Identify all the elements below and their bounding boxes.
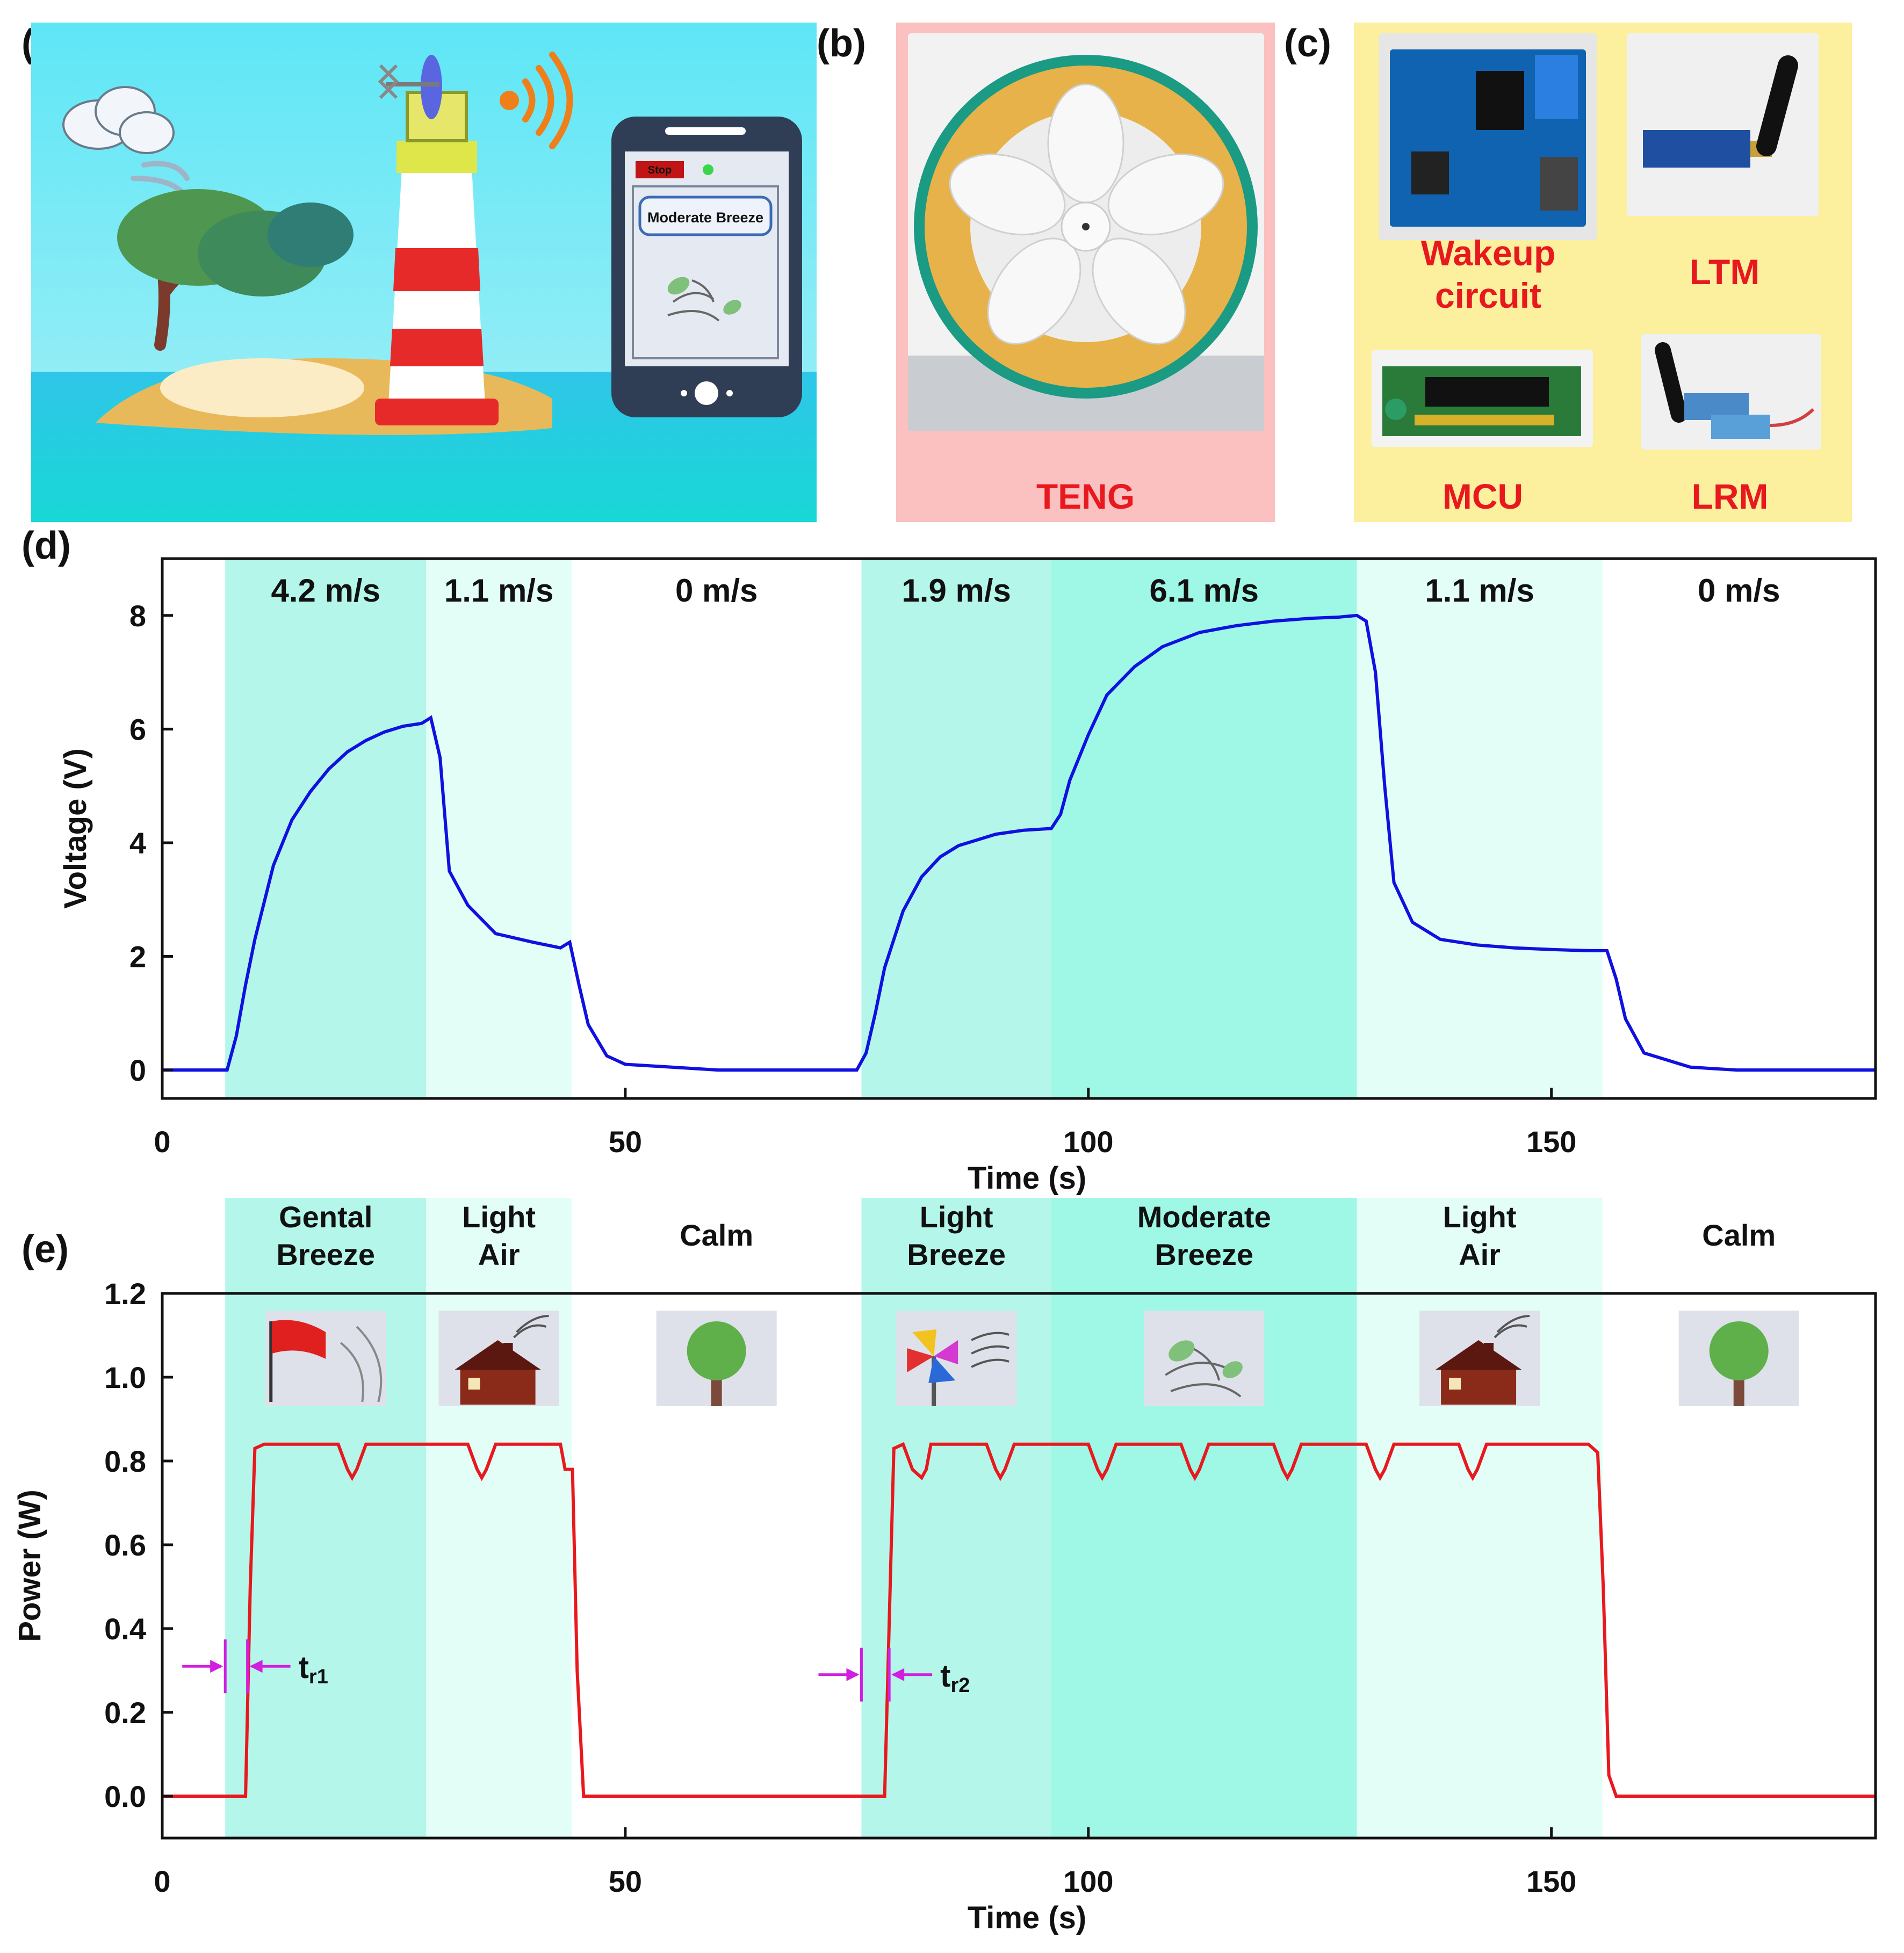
y-tick-label-3: 0.6 xyxy=(104,1528,146,1562)
power-plot-frame xyxy=(161,1292,1877,1840)
region-label-5-line-0: Light xyxy=(1443,1200,1517,1234)
region-shade-4 xyxy=(1051,559,1357,1098)
y-tick-label-1: 2 xyxy=(129,940,146,974)
pinwheel-icon-3 xyxy=(896,1311,1017,1406)
power-chart: Gental Breeze Light Air Calm Light Breeze Moder… xyxy=(12,1198,1877,1935)
y-tick-label-1: 0.2 xyxy=(104,1696,146,1730)
x-tick-label-3: 150 xyxy=(1526,1125,1576,1159)
y-tick-label-0: 0.0 xyxy=(104,1780,146,1813)
region-label-3-line-1: Breeze xyxy=(907,1238,1006,1271)
lrm-photo xyxy=(1641,334,1821,450)
region-label-5-line-1: Air xyxy=(1459,1238,1501,1271)
region-label-4-line-1: Breeze xyxy=(1155,1238,1253,1271)
y-tick-label-5: 1.0 xyxy=(104,1361,146,1394)
region-shade-1 xyxy=(426,1198,572,1838)
panel-label-e: (e) xyxy=(21,1228,69,1271)
teng-panel: TENG xyxy=(896,23,1275,522)
region-shade-1 xyxy=(426,559,572,1098)
voltage-x-axis-title: Time (s) xyxy=(968,1161,1086,1196)
lighthouse-icon xyxy=(375,55,499,425)
wakeup-circuit-board-image xyxy=(1390,49,1586,227)
region-label-3-line-0: Light xyxy=(920,1200,993,1234)
region-label-2: 0 m/s xyxy=(675,573,758,609)
teng-caption: TENG xyxy=(1036,476,1135,516)
x-tick-label-2: 100 xyxy=(1063,1864,1113,1898)
region-shade-5 xyxy=(1357,559,1603,1098)
phone-stop-text: Stop xyxy=(648,164,672,176)
region-label-0-line-1: Breeze xyxy=(276,1238,375,1271)
region-label-0: 4.2 m/s xyxy=(271,573,380,609)
wireless-signal-icon xyxy=(500,52,573,149)
region-label-0-line-0: Gental xyxy=(279,1200,372,1234)
mcu-photo xyxy=(1372,350,1593,447)
power-x-axis-title: Time (s) xyxy=(968,1900,1086,1935)
region-label-4: 6.1 m/s xyxy=(1150,573,1259,609)
lighthouse-scene-illustration: Stop Moderate Breeze xyxy=(31,23,817,522)
teng-device-image xyxy=(908,55,1264,431)
panel-label-c: (c) xyxy=(1284,22,1331,65)
power-y-axis-title: Power (W) xyxy=(12,1489,47,1642)
region-label-1-line-0: Light xyxy=(462,1200,536,1234)
y-tick-label-3: 6 xyxy=(129,712,146,746)
module-label-ltm: LTM xyxy=(1689,252,1760,292)
tree-icon-6 xyxy=(1678,1311,1799,1406)
region-shade-0 xyxy=(225,559,427,1098)
leaves-icon-4 xyxy=(1144,1311,1265,1406)
power-series-line xyxy=(162,1442,1876,1798)
region-label-4-line-0: Moderate xyxy=(1137,1200,1271,1234)
tree-icon-2 xyxy=(656,1311,777,1406)
region-label-6: 0 m/s xyxy=(1698,573,1780,609)
house-icon-5 xyxy=(1419,1311,1540,1406)
teng-photo xyxy=(908,33,1264,431)
region-label-2: Calm xyxy=(680,1218,753,1252)
region-label-6: Calm xyxy=(1702,1218,1776,1252)
region-label-3: 1.9 m/s xyxy=(901,573,1011,609)
region-shade-3 xyxy=(861,559,1051,1098)
voltage-y-axis-title: Voltage (V) xyxy=(58,748,93,909)
y-tick-label-4: 8 xyxy=(129,599,146,633)
flag-icon-0 xyxy=(265,1311,386,1406)
region-label-1-line-1: Air xyxy=(478,1238,520,1271)
ltm-photo xyxy=(1627,33,1819,216)
region-label-1: 1.1 m/s xyxy=(444,573,553,609)
voltage-plot-frame xyxy=(161,557,1877,1100)
modules-panel: Wakeup circuit LTM MCU LRM xyxy=(1354,23,1852,522)
lrm-module-image xyxy=(1655,342,1815,439)
region-shade-5 xyxy=(1357,1198,1603,1838)
ltm-module-image xyxy=(1643,55,1798,168)
voltage-series-line xyxy=(162,613,1876,1072)
phone-status-text: Moderate Breeze xyxy=(647,209,763,226)
x-tick-label-3: 150 xyxy=(1526,1864,1576,1898)
panel-label-b: (b) xyxy=(817,22,866,65)
y-tick-label-6: 1.2 xyxy=(104,1277,146,1311)
module-label-mcu: MCU xyxy=(1442,476,1524,516)
module-label-wakeup: Wakeup circuit xyxy=(1420,233,1556,316)
voltage-chart: 4.2 m/s 1.1 m/s 0 m/s 1.9 m/s 6.1 m/s 1.1 m/s… xyxy=(58,557,1877,1196)
y-tick-label-2: 0.4 xyxy=(104,1612,146,1646)
y-tick-label-2: 4 xyxy=(129,826,146,860)
region-label-5: 1.1 m/s xyxy=(1425,573,1534,609)
x-tick-label-0: 0 xyxy=(154,1125,170,1159)
mcu-board-image xyxy=(1382,366,1581,436)
x-tick-label-1: 50 xyxy=(609,1864,642,1898)
y-tick-label-0: 0 xyxy=(129,1053,146,1087)
y-tick-label-4: 0.8 xyxy=(104,1444,146,1478)
region-shade-4 xyxy=(1051,1198,1357,1838)
x-tick-label-0: 0 xyxy=(154,1864,170,1898)
house-icon-1 xyxy=(438,1311,559,1406)
panel-label-d: (d) xyxy=(21,524,71,567)
module-label-lrm: LRM xyxy=(1691,476,1769,516)
tree-icon xyxy=(117,189,354,351)
wakeup-circuit-photo xyxy=(1379,33,1597,240)
illustration-panel: Stop Moderate Breeze xyxy=(31,23,817,522)
smartphone-icon: Stop Moderate Breeze xyxy=(611,117,802,417)
region-shade-0 xyxy=(225,1198,427,1838)
cloud-icon xyxy=(62,86,190,197)
x-tick-label-1: 50 xyxy=(609,1125,642,1159)
x-tick-label-2: 100 xyxy=(1063,1125,1113,1159)
